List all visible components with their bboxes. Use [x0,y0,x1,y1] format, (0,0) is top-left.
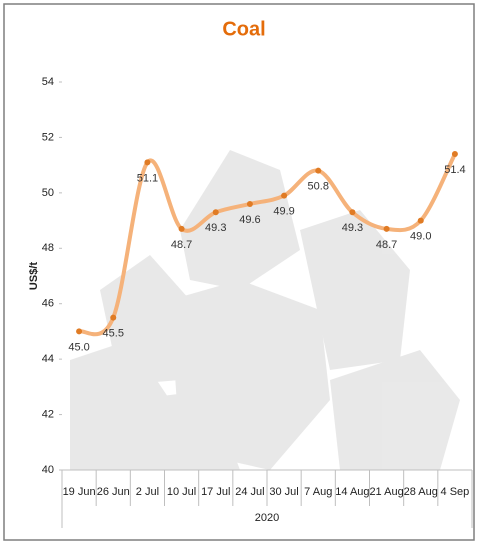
y-tick-label: 48 [42,242,54,254]
marker [315,167,322,174]
x-tick-label: 10 Jul [167,486,196,498]
x-tick-label: 21 Aug [369,486,403,498]
marker [383,225,390,232]
value-label: 48.7 [376,239,397,251]
y-tick-label: 44 [42,353,54,365]
value-label: 50.8 [308,181,329,193]
x-tick-label: 26 Jun [97,486,130,498]
y-tick-label: 54 [42,76,54,88]
marker [212,209,219,216]
x-tick-label: 30 Jul [269,486,298,498]
x-tick-label: 28 Aug [404,486,438,498]
coal-background [70,150,460,470]
x-tick-label: 24 Jul [235,486,264,498]
chart-frame [3,3,475,541]
chart-title: Coal [222,18,265,40]
x-tick-label: 4 Sep [441,486,470,498]
y-axis-label: US$/t [28,262,40,290]
marker [110,314,117,321]
marker [281,192,288,199]
value-label: 51.4 [444,164,465,176]
value-label: 48.7 [171,239,192,251]
marker [417,217,424,224]
value-label: 45.5 [103,327,124,339]
marker [178,225,185,232]
y-tick-label: 52 [42,131,54,143]
value-label: 49.9 [273,206,294,218]
value-label: 49.0 [410,230,431,242]
marker [451,151,458,158]
x-tick-label: 14 Aug [335,486,369,498]
marker [76,328,83,335]
x-tick-label: 17 Jul [201,486,230,498]
y-tick-label: 42 [42,408,54,420]
value-label: 49.6 [239,214,260,226]
marker [246,200,253,207]
group-label: 2020 [255,512,279,524]
y-tick-label: 50 [42,187,54,199]
marker [349,209,356,216]
marker [144,159,151,166]
x-tick-label: 2 Jul [136,486,159,498]
x-tick-label: 19 Jun [63,486,96,498]
value-label: 45.0 [68,341,89,353]
value-label: 51.1 [137,172,158,184]
y-tick-label: 40 [42,464,54,476]
y-tick-label: 46 [42,298,54,310]
value-label: 49.3 [342,222,363,234]
x-tick-label: 7 Aug [304,486,332,498]
value-label: 49.3 [205,222,226,234]
